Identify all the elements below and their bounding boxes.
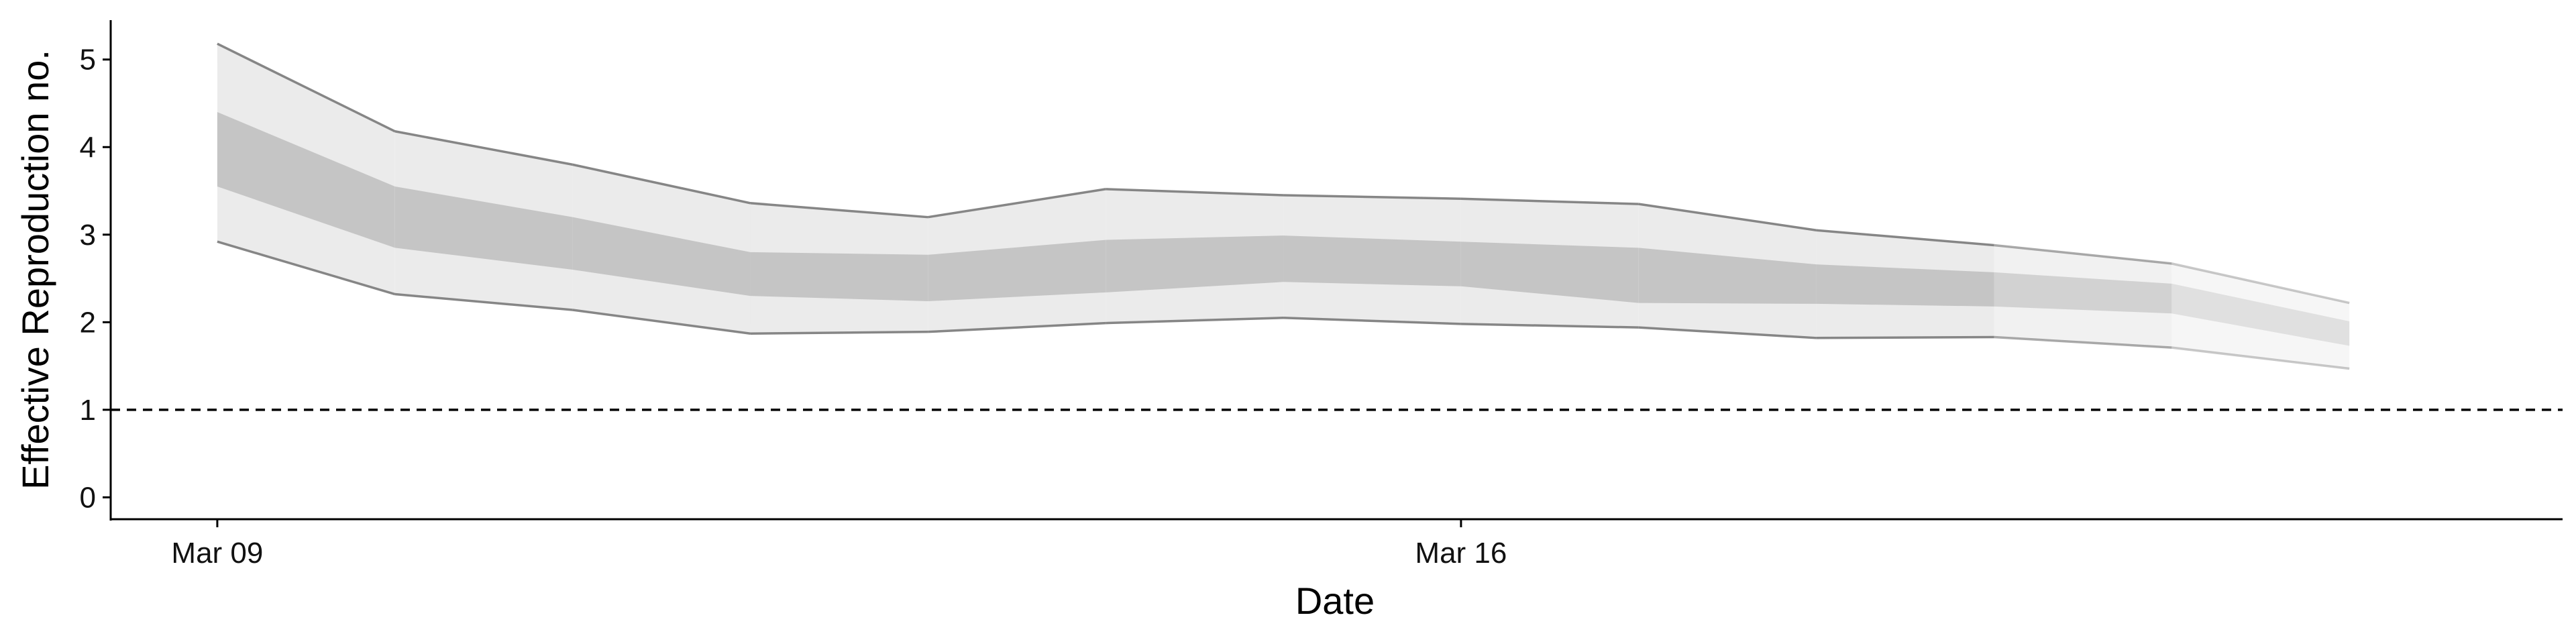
upper-bound-line — [1638, 203, 1817, 231]
x-tick-label: Mar 09 — [171, 537, 263, 570]
inner-band-segment — [928, 239, 1106, 301]
plot-area — [111, 42, 2563, 411]
upper-bound-line — [928, 188, 1106, 219]
inner-band-segment — [1106, 235, 1284, 292]
inner-band-segment — [1460, 241, 1639, 303]
lower-bound-line — [1283, 317, 1461, 325]
lower-bound-line — [394, 292, 573, 311]
lower-bound-line — [1106, 317, 1284, 325]
lower-bound-line — [1460, 323, 1639, 329]
y-tick-label: 0 — [80, 481, 96, 514]
inner-band-segment — [750, 252, 928, 301]
y-ticks: 0 1 2 3 4 5 — [80, 44, 111, 514]
lower-bound-line — [928, 321, 1106, 333]
x-ticks: Mar 09 Mar 16 — [171, 519, 1507, 570]
y-tick-label: 2 — [80, 306, 96, 339]
y-tick-label: 3 — [80, 219, 96, 252]
upper-bound-line — [572, 163, 751, 205]
upper-bound-line — [2171, 262, 2350, 305]
inner-band-segment — [1994, 272, 2172, 314]
lower-bound-line — [1816, 335, 1994, 339]
lower-bound-line — [1994, 335, 2172, 349]
inner-band-segment — [1816, 264, 1994, 307]
lower-bound-line — [1638, 326, 1817, 339]
inner-band-segment — [1283, 235, 1461, 286]
upper-bound-line — [394, 130, 573, 166]
x-tick-label: Mar 16 — [1415, 537, 1507, 570]
lower-bound-line — [572, 309, 751, 335]
y-tick-label: 1 — [80, 394, 96, 427]
upper-bound-line — [1283, 194, 1461, 201]
upper-bound-line — [1106, 188, 1284, 197]
lower-bound-line — [750, 330, 928, 335]
y-tick-label: 4 — [80, 131, 96, 164]
outer-band-segment — [2171, 263, 2350, 369]
lower-bound-line — [2171, 346, 2350, 370]
inner-band-segment — [2171, 283, 2350, 346]
upper-bound-line — [750, 202, 928, 219]
upper-bound-line — [1816, 229, 1994, 247]
upper-bound-line — [1994, 244, 2172, 265]
upper-bound-line — [217, 42, 396, 133]
y-tick-label: 5 — [80, 44, 96, 76]
inner-band-segment — [572, 217, 751, 297]
y-axis-title: Effective Reproduction no. — [14, 50, 56, 490]
inner-band-segment — [1638, 248, 1817, 304]
upper-bound-line — [1460, 197, 1639, 205]
inner-band-segment — [394, 186, 573, 270]
inner-band-segment — [217, 112, 395, 248]
x-axis-title: Date — [1295, 580, 1375, 622]
lower-bound-line — [217, 240, 396, 296]
